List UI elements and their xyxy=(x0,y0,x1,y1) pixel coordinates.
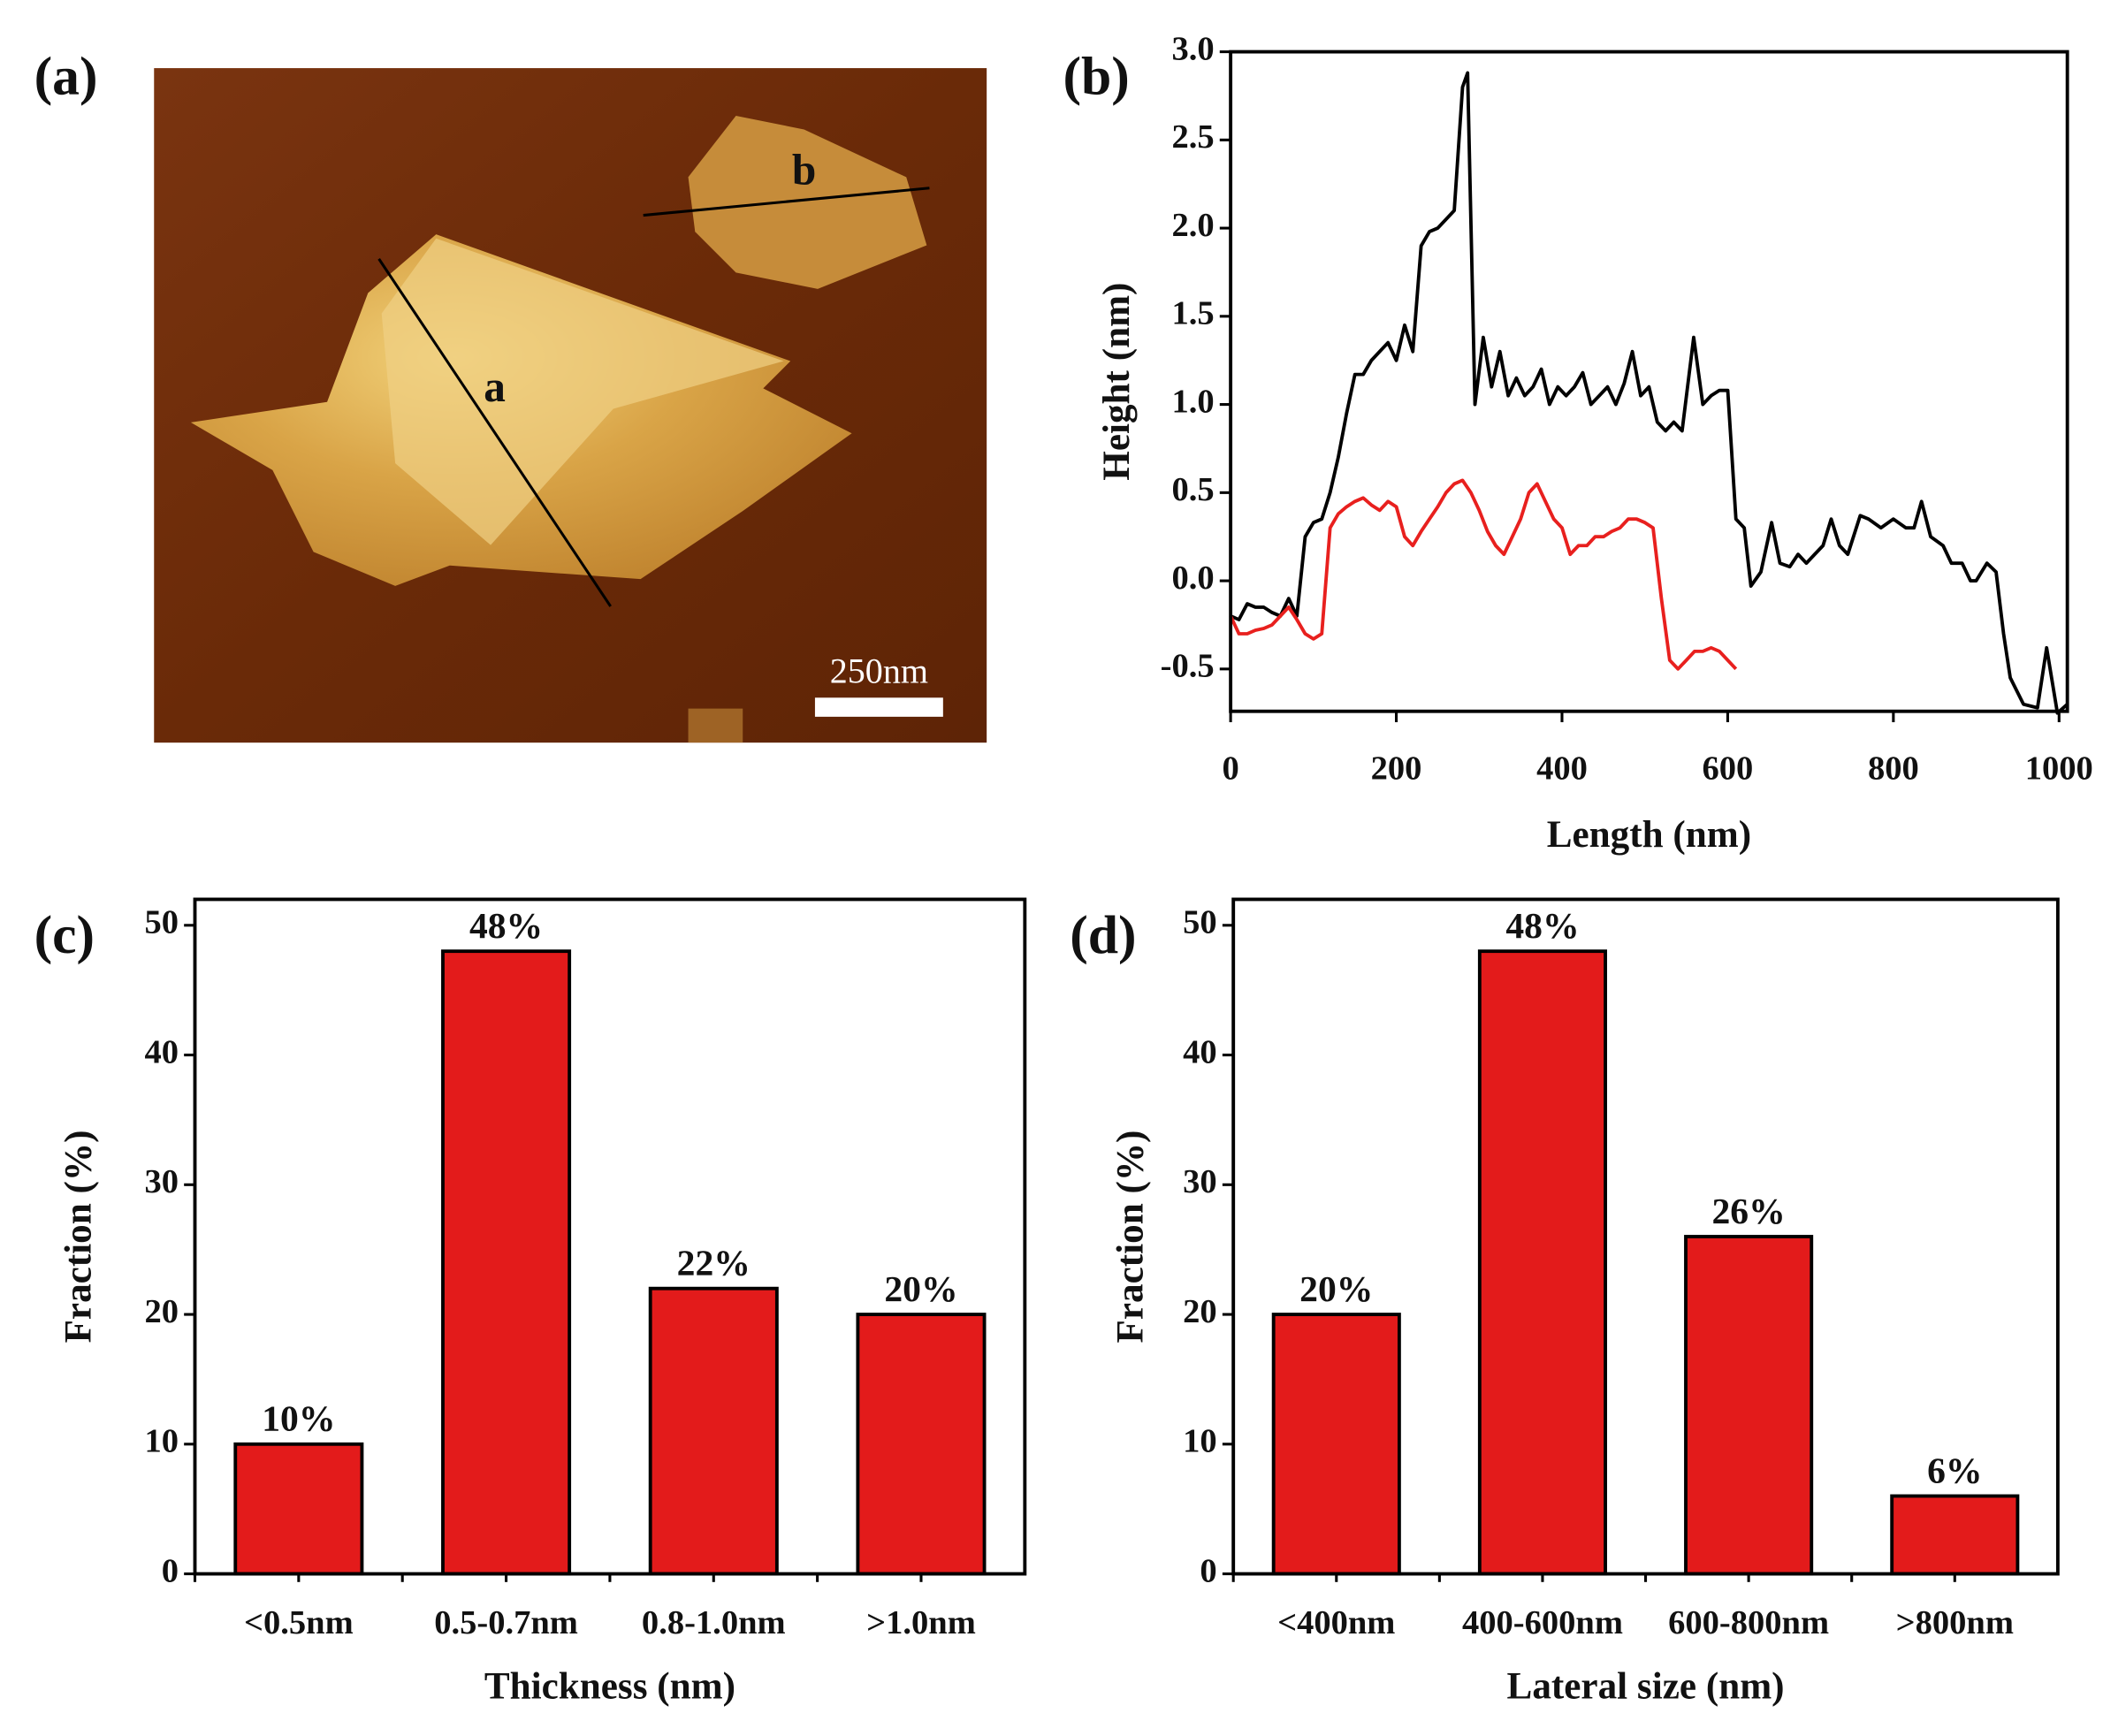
plot-frame xyxy=(1229,49,2069,713)
value-label: 20% xyxy=(884,1269,957,1310)
panel-label: (c) xyxy=(34,905,95,965)
x-tick-label: 0.8-1.0nm xyxy=(642,1604,786,1641)
x-tick-label: <0.5nm xyxy=(244,1604,354,1641)
y-axis-label: Fraction (%) xyxy=(1110,1131,1152,1344)
x-tick-label: 0.5-0.7nm xyxy=(434,1604,578,1641)
y-tick-label: 30 xyxy=(1183,1163,1217,1200)
scale-bar xyxy=(814,697,943,717)
y-tick-label: 0.0 xyxy=(1171,560,1214,597)
x-axis-label: Lateral size (nm) xyxy=(1507,1665,1785,1707)
profile-line-b xyxy=(643,187,930,217)
bar xyxy=(441,949,572,1576)
x-tick-label: <400nm xyxy=(1277,1604,1395,1641)
bar xyxy=(1684,1235,1814,1576)
scale-bar-label: 250nm xyxy=(830,651,928,690)
flake-b xyxy=(688,116,927,289)
x-tick-label: 600-800nm xyxy=(1668,1604,1829,1641)
x-axis-label: Length (nm) xyxy=(1547,814,1751,856)
line-a-label: a xyxy=(484,362,506,411)
value-label: 22% xyxy=(677,1244,751,1284)
bar xyxy=(1271,1313,1401,1576)
value-label: 10% xyxy=(262,1399,335,1440)
y-tick-label: 10 xyxy=(1183,1423,1217,1460)
flake-a-top xyxy=(381,238,784,545)
panel-label: (d) xyxy=(1070,905,1136,965)
plot-frame xyxy=(1231,897,2060,1576)
y-tick-label: 2.0 xyxy=(1171,207,1214,244)
y-tick-label: 20 xyxy=(144,1293,179,1330)
debris xyxy=(688,708,743,743)
y-tick-label: 3.0 xyxy=(1171,30,1214,67)
y-axis-label: Height (nm) xyxy=(1096,283,1138,481)
value-label: 20% xyxy=(1299,1269,1373,1310)
x-tick-label: >1.0nm xyxy=(866,1604,976,1641)
bar xyxy=(856,1313,987,1576)
x-tick-label: 200 xyxy=(1371,750,1422,787)
y-axis-label: Fraction (%) xyxy=(57,1131,99,1344)
x-tick-label: >800nm xyxy=(1896,1604,2014,1641)
y-tick-label: 1.5 xyxy=(1171,295,1214,332)
x-tick-label: 800 xyxy=(1868,750,1919,787)
bar xyxy=(648,1286,779,1576)
value-label: 48% xyxy=(469,906,543,947)
y-tick-label: 10 xyxy=(144,1423,179,1460)
y-tick-label: 50 xyxy=(1183,904,1217,941)
y-tick-label: 50 xyxy=(144,904,179,941)
afm-image: a b 250nm xyxy=(154,68,987,743)
x-tick-label: 600 xyxy=(1703,750,1754,787)
y-tick-label: 0.5 xyxy=(1171,471,1214,508)
panel-label: (a) xyxy=(34,47,98,107)
line-b-label: b xyxy=(792,146,816,194)
x-tick-label: 1000 xyxy=(2025,750,2093,787)
y-tick-label: 1.0 xyxy=(1171,383,1214,420)
x-tick-label: 0 xyxy=(1222,750,1238,787)
y-tick-label: 2.5 xyxy=(1171,118,1214,156)
y-tick-label: 0 xyxy=(1200,1552,1216,1589)
bar xyxy=(1890,1494,2020,1576)
value-label: 26% xyxy=(1712,1192,1786,1232)
plot-frame xyxy=(193,897,1027,1576)
y-tick-label: 30 xyxy=(144,1163,179,1200)
profile-line xyxy=(1229,478,1738,671)
y-tick-label: 0 xyxy=(162,1552,179,1589)
bar xyxy=(1477,949,1607,1576)
bar xyxy=(233,1442,364,1576)
x-tick-label: 400 xyxy=(1536,750,1588,787)
value-label: 48% xyxy=(1505,906,1579,947)
profile-line xyxy=(1230,71,2069,715)
value-label: 6% xyxy=(1927,1450,1982,1491)
y-tick-label: 20 xyxy=(1183,1293,1217,1330)
panel-label: (b) xyxy=(1063,47,1130,107)
y-tick-label: 40 xyxy=(1183,1033,1217,1070)
x-axis-label: Thickness (nm) xyxy=(484,1665,735,1707)
y-tick-label: 40 xyxy=(144,1033,179,1070)
x-tick-label: 400-600nm xyxy=(1462,1604,1623,1641)
profile-line-a xyxy=(377,258,612,607)
y-tick-label: -0.5 xyxy=(1161,648,1215,685)
